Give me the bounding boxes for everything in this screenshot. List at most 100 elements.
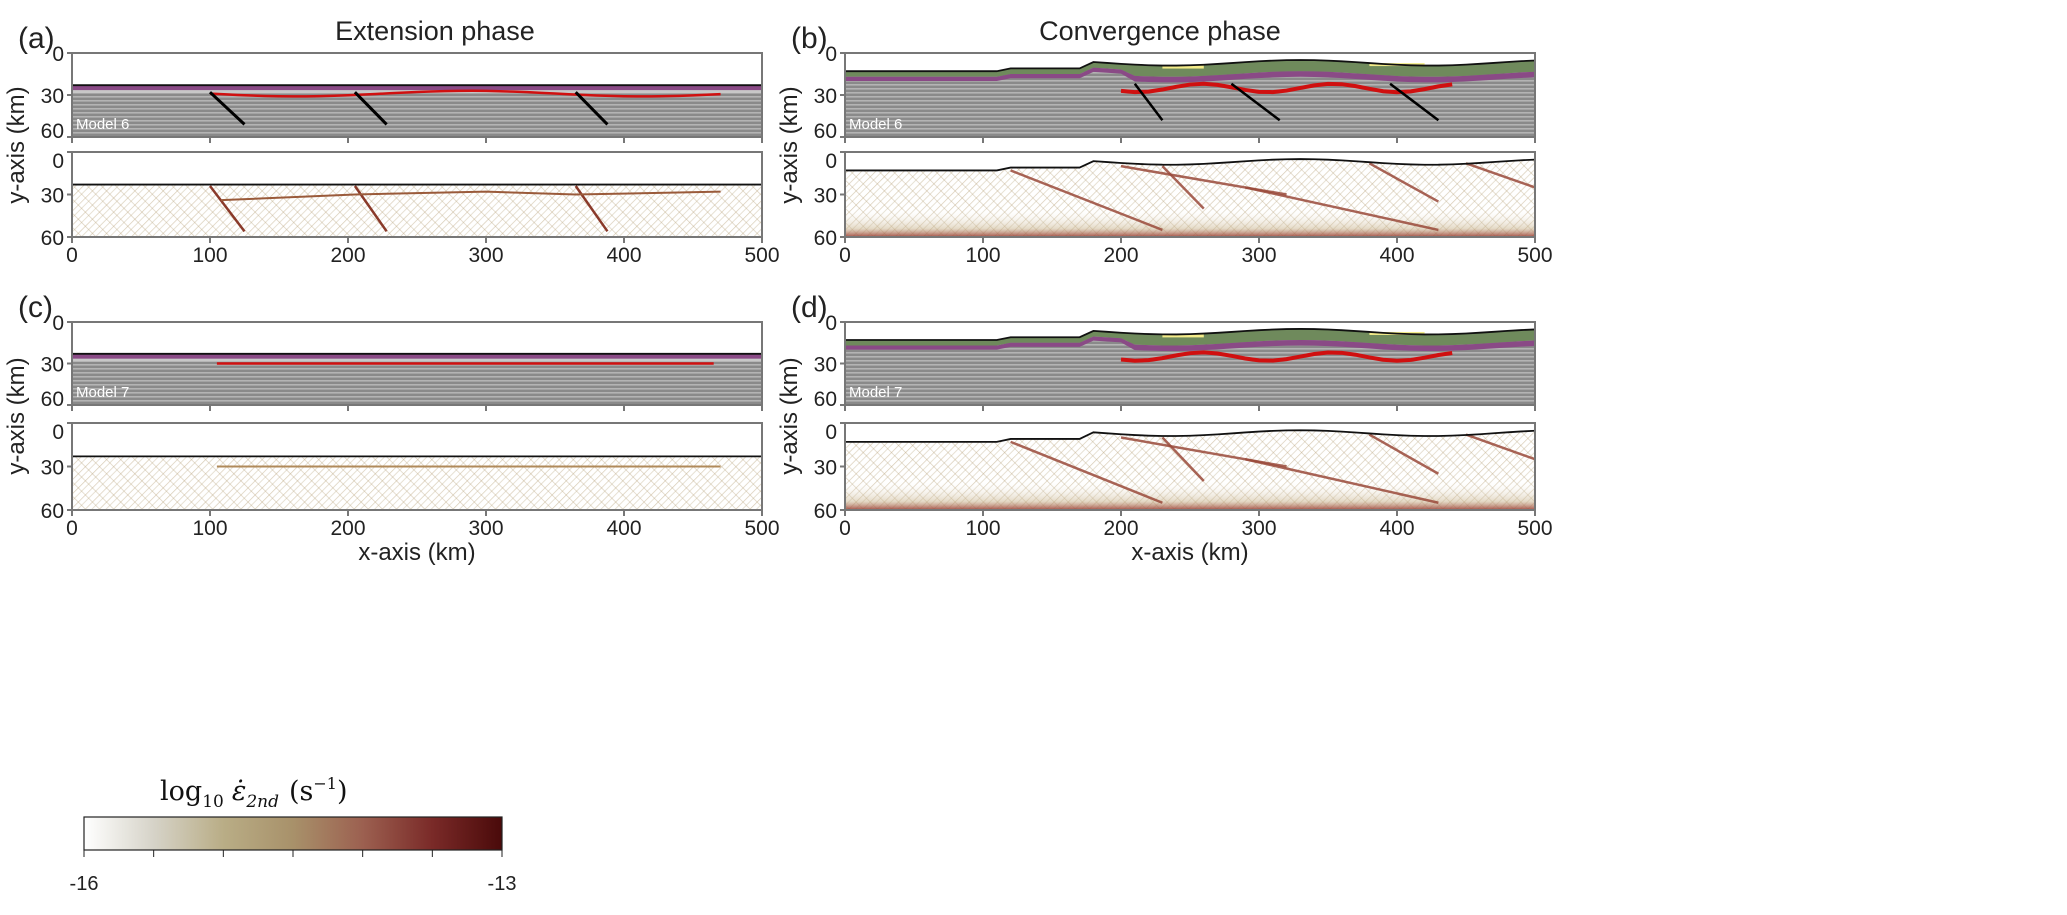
x-tick-label: 400 — [606, 517, 641, 540]
model-label: Model 6 — [849, 116, 902, 133]
y-tick-label: 60 — [814, 227, 837, 250]
x-tick-label: 0 — [839, 517, 851, 540]
red-layer — [1120, 81, 1453, 95]
composition-plot: Model 6 0 30 60 — [41, 43, 763, 143]
colorbar-min-label: -16 — [70, 873, 99, 895]
y-tick-label: 0 — [52, 43, 64, 66]
x-tick-label: 300 — [1241, 244, 1276, 267]
y-tick-label: 30 — [41, 85, 64, 108]
strain-rate-hatch-cross — [72, 456, 762, 510]
extension-phase-title: Extension phase — [335, 16, 535, 46]
shear-band — [1465, 162, 1535, 189]
composition-plot: Model 6 0 30 60 — [814, 43, 1536, 143]
shear-band — [1244, 458, 1439, 504]
x-tick-label: 100 — [192, 244, 227, 267]
convergence-phase-title: Convergence phase — [1039, 16, 1281, 46]
shear-band — [209, 185, 246, 233]
basal-shear-zone — [845, 208, 1535, 237]
shear-band — [1368, 433, 1440, 475]
red-layer — [209, 89, 721, 98]
y-tick-label: 30 — [41, 354, 64, 377]
panel-label: (d) — [791, 291, 828, 324]
shear-band — [1161, 436, 1205, 482]
panel-label: (b) — [791, 22, 828, 55]
basal-shear-zone — [845, 481, 1535, 510]
y-tick-label: 60 — [814, 120, 837, 143]
x-tick-label: 300 — [468, 244, 503, 267]
x-tick-label: 500 — [744, 244, 779, 267]
y-axis-label: y-axis (km) — [3, 86, 30, 203]
shear-band — [1010, 169, 1163, 232]
fault — [208, 91, 246, 126]
panel-label: (c) — [18, 291, 53, 324]
y-tick-label: 60 — [41, 227, 64, 250]
fault — [353, 91, 388, 126]
y-axis-label: y-axis (km) — [776, 86, 803, 203]
colorbar-title: log10 ε̇2nd (s−1) — [160, 774, 348, 812]
y-tick-label: 30 — [41, 457, 64, 480]
composition-plot: Model 7 0 30 60 — [41, 312, 763, 411]
x-tick-label: 200 — [1103, 517, 1138, 540]
x-tick-label: 400 — [1379, 517, 1414, 540]
composition-plot: Model 7 0 30 60 — [814, 312, 1536, 411]
y-tick-label: 0 — [825, 421, 837, 444]
fault — [574, 91, 609, 126]
x-tick-label: 100 — [192, 517, 227, 540]
shear-band — [1010, 440, 1163, 504]
y-tick-label: 0 — [52, 150, 64, 173]
x-tick-label: 0 — [66, 517, 78, 540]
colorbar-gradient — [83, 816, 503, 851]
x-tick-label: 0 — [66, 244, 78, 267]
x-tick-label: 100 — [965, 244, 1000, 267]
x-tick-label: 300 — [468, 517, 503, 540]
x-tick-label: 300 — [1241, 517, 1276, 540]
colorbar-ticks — [83, 850, 503, 857]
shear-band — [1465, 433, 1535, 461]
y-tick-label: 60 — [814, 500, 837, 523]
shear-band — [1368, 162, 1440, 203]
x-axis-label: x-axis (km) — [358, 539, 475, 566]
y-tick-label: 30 — [814, 85, 837, 108]
red-layer — [1120, 350, 1453, 363]
x-tick-label: 500 — [1517, 244, 1552, 267]
upper-crust-purple — [72, 85, 762, 91]
upper-crust-purple — [845, 67, 1535, 83]
model-label: Model 7 — [76, 384, 129, 401]
y-tick-label: 0 — [52, 312, 64, 335]
model-label: Model 7 — [849, 384, 902, 401]
surface-line — [845, 429, 1535, 443]
upper-crust-purple — [72, 353, 762, 360]
y-tick-label: 0 — [825, 43, 837, 66]
x-tick-label: 400 — [1379, 244, 1414, 267]
surface-line — [845, 328, 1535, 341]
shear-band — [220, 190, 721, 202]
y-tick-label: 30 — [41, 185, 64, 208]
upper-crust-purple — [845, 336, 1535, 352]
fault — [1230, 82, 1281, 122]
x-tick-label: 0 — [839, 244, 851, 267]
y-tick-label: 30 — [814, 185, 837, 208]
shear-band — [1161, 165, 1205, 210]
strain-rate-hatch-cross — [72, 184, 762, 237]
y-tick-label: 60 — [41, 500, 64, 523]
fault — [1389, 82, 1440, 122]
crust-layers — [72, 353, 762, 405]
surface-line — [845, 59, 1535, 73]
fault — [1133, 83, 1164, 121]
x-tick-label: 500 — [744, 517, 779, 540]
sediment-yellow — [1162, 334, 1204, 338]
y-tick-label: 0 — [52, 421, 64, 444]
y-tick-label: 60 — [814, 388, 837, 411]
y-axis-label: y-axis (km) — [776, 357, 803, 474]
colorbar-max-label: -13 — [488, 873, 517, 895]
